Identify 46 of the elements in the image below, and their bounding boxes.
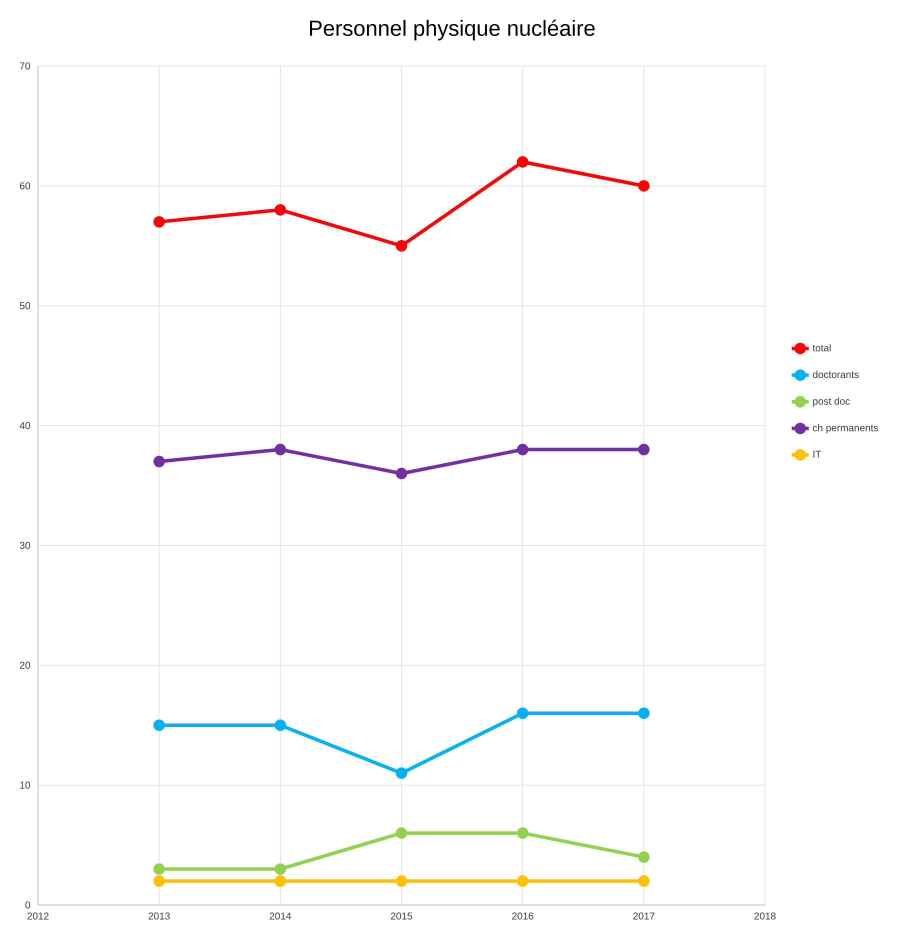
- point: [153, 875, 165, 887]
- point: [396, 240, 408, 252]
- point: [638, 444, 650, 456]
- point: [638, 707, 650, 719]
- x-tick-label: 2015: [390, 912, 412, 920]
- point: [516, 827, 528, 839]
- y-tick-label: 50: [20, 302, 30, 310]
- point: [396, 827, 408, 839]
- point: [516, 875, 528, 887]
- point: [274, 719, 286, 731]
- x-tick-label: 2013: [148, 912, 170, 920]
- point: [153, 456, 165, 468]
- point: [638, 875, 650, 887]
- point: [274, 875, 286, 887]
- chart-title: Personnel physique nucléaire: [310, 20, 595, 40]
- legend-label: IT: [813, 450, 822, 458]
- x-tick-label: 2012: [27, 912, 49, 920]
- point: [638, 851, 650, 863]
- legend-label: doctorants: [812, 370, 859, 378]
- y-tick-label: 0: [25, 901, 30, 909]
- x-tick-label: 2014: [270, 912, 292, 920]
- y-tick-label: 30: [20, 542, 30, 549]
- legend-label: post doc: [813, 397, 850, 407]
- point: [396, 468, 408, 480]
- x-tick-label: 2016: [512, 912, 534, 920]
- point: [516, 707, 528, 719]
- point: [274, 204, 286, 216]
- point: [516, 444, 528, 456]
- y-tick-label: 10: [20, 782, 30, 789]
- x-tick-label: 2017: [633, 912, 654, 920]
- x-tick-label: 2018: [754, 912, 776, 920]
- point: [153, 863, 165, 875]
- point: [274, 863, 286, 875]
- point: [638, 180, 650, 192]
- point: [153, 719, 165, 731]
- y-tick-label: 40: [20, 422, 30, 430]
- point: [516, 156, 528, 168]
- point: [396, 767, 408, 779]
- point: [396, 875, 408, 887]
- point: [274, 444, 286, 456]
- point: [153, 216, 165, 228]
- legend-label: ch permanents: [812, 424, 878, 434]
- y-tick-label: 70: [20, 62, 30, 70]
- y-tick-label: 60: [20, 182, 30, 190]
- legend-label: total: [812, 344, 831, 352]
- y-tick-label: 20: [20, 662, 30, 669]
